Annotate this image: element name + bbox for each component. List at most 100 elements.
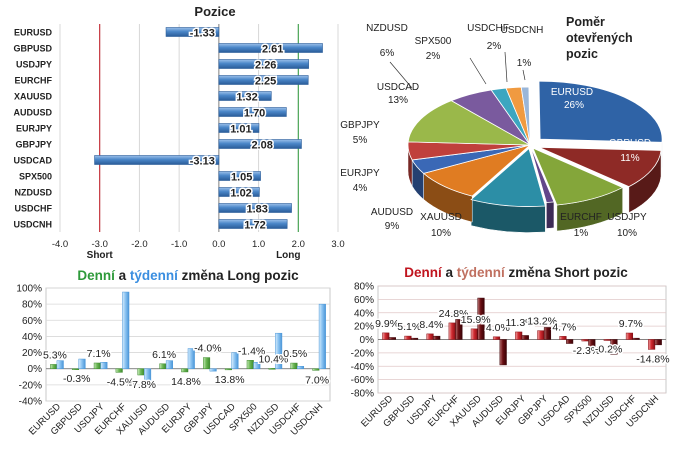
chart3-bar-weekly	[275, 332, 283, 369]
chart3-tick-label: -20%	[19, 380, 42, 391]
chart1-category-label: EURUSD	[14, 28, 53, 38]
chart4-bar-daily	[515, 331, 523, 340]
chart4-tick-label: -60%	[351, 375, 374, 386]
chart3-data-label: 6.1%	[152, 349, 176, 361]
chart4-title: Denní a týdenní změna Short pozic	[404, 265, 628, 280]
chart3-bar-weekly	[100, 362, 108, 369]
chart2-slice-pct: 11%	[620, 153, 639, 164]
chart1-tick-label: -2.0	[131, 239, 147, 250]
chart3-bar-weekly	[187, 348, 195, 369]
chart2-slice-name: USDCAD	[377, 82, 419, 93]
chart4-tick-label: 20%	[354, 322, 374, 333]
chart2-slice	[539, 146, 662, 188]
chart2-slice-name: USDCHF	[467, 23, 509, 34]
chart3-data-label: 0.5%	[283, 348, 307, 360]
chart2-leader-line	[504, 51, 508, 83]
chart4-bar-daily	[603, 339, 611, 341]
chart3-bar-daily	[115, 368, 123, 373]
chart3-title-part: a	[115, 268, 130, 283]
chart2-slice-pct: 26%	[564, 100, 584, 111]
chart1-title: Pozice	[194, 4, 235, 19]
chart4-data-label: 24.8%	[439, 308, 469, 320]
chart3-tick-label: 40%	[22, 332, 42, 343]
chart3-title: Denní a týdenní změna Long pozic	[77, 268, 299, 283]
chart2-slice-pct: 9%	[385, 221, 400, 232]
chart2-slice-pct: 10%	[617, 228, 637, 239]
chart3-bar-weekly	[318, 303, 326, 369]
chart1-bar	[218, 59, 309, 69]
chart3-data-label: 7.1%	[87, 348, 111, 360]
chart1-category-label: USDCHF	[15, 204, 53, 214]
chart4-tick-label: 60%	[354, 295, 374, 306]
chart1-bar	[218, 219, 288, 229]
chart4-bar-weekly	[433, 335, 441, 340]
chart1-tick-label: 2.0	[292, 239, 305, 250]
chart1-value-label: 1.72	[244, 220, 265, 232]
chart3-bar-daily	[93, 362, 101, 369]
chart3-bar-daily	[71, 368, 80, 370]
chart4-title-part: Denní	[404, 265, 443, 280]
chart4-title-part: změna Short pozic	[505, 265, 629, 280]
chart3-data-label: 14.8%	[171, 376, 201, 388]
chart1-bar	[165, 27, 220, 37]
chart1-bar	[218, 171, 261, 181]
chart4-bar-daily	[581, 339, 589, 342]
chart4-bar-weekly	[654, 339, 662, 346]
chart3-bar-weekly	[165, 360, 173, 369]
chart1-tick-label: 3.0	[331, 239, 344, 250]
chart4-data-label: -0.2%	[595, 344, 622, 356]
chart1-bar	[218, 123, 260, 133]
chart4-tick-label: 40%	[354, 308, 374, 319]
chart2-slice-name: XAUUSD	[420, 212, 462, 223]
chart2-slice	[520, 86, 531, 146]
chart2-slice-name: NZDUSD	[366, 23, 408, 34]
chart1-bar	[218, 75, 309, 85]
chart4-tick-label: 0%	[360, 335, 375, 346]
chart3-bar-weekly	[253, 362, 261, 369]
chart2-slice-name: AUDUSD	[371, 207, 413, 218]
chart2-slice	[538, 80, 663, 143]
chart4-bar-weekly	[499, 339, 507, 366]
chart3-bar-weekly	[56, 360, 64, 369]
chart4-bar-weekly	[632, 337, 640, 340]
chart1-category-label: AUDUSD	[13, 108, 52, 118]
chart2-slice-name: GBPJPY	[340, 120, 380, 131]
chart3-data-label: -0.3%	[63, 373, 90, 385]
chart1-value-label: 1.32	[236, 92, 257, 104]
chart4-data-label: 13.2%	[527, 316, 557, 328]
chart3-tick-label: -40%	[19, 397, 42, 408]
chart1-bar	[218, 139, 302, 149]
chart4-tick-label: -20%	[351, 348, 374, 359]
chart3-data-label: 10.4%	[258, 353, 288, 365]
chart3-data-label: -4.5%	[107, 376, 134, 388]
chart3-tick-label: 80%	[22, 300, 42, 311]
chart4-title-part: a	[442, 265, 457, 280]
chart1-value-label: 1.01	[230, 124, 251, 136]
chart1-category-label: USDCNH	[13, 220, 52, 230]
chart1-category-label: XAUUSD	[14, 92, 53, 102]
chart1-category-label: SPX500	[19, 172, 52, 182]
chart4-bar-weekly	[566, 339, 574, 344]
chart2-title: Poměr	[566, 15, 605, 29]
chart3-tick-label: 60%	[22, 316, 42, 327]
chart4-bar-daily	[448, 322, 456, 340]
chart4-bar-weekly	[521, 335, 529, 340]
chart3-title-part: Denní	[77, 268, 116, 283]
chart3-bar-weekly	[296, 366, 305, 369]
chart2-slice-name: GBPUSD	[609, 138, 651, 149]
chart1-value-label: 2.26	[255, 60, 276, 72]
chart4-data-label: -14.8%	[636, 353, 669, 365]
chart1-value-label: 2.08	[251, 140, 272, 152]
chart4-bar-weekly	[477, 297, 485, 340]
chart2-slice-pct: 1%	[574, 228, 589, 239]
chart3-tick-label: 20%	[22, 348, 42, 359]
chart3-bar-weekly	[144, 368, 152, 386]
chart3-bar-daily	[50, 364, 58, 369]
chart3-title-part: změna Long pozic	[178, 268, 299, 283]
chart3-data-label: -7.8%	[129, 379, 156, 391]
chart4-bar-daily	[382, 332, 390, 340]
chart3-data-label: -1.4%	[238, 345, 265, 357]
chart2-slice-pct: 2%	[487, 41, 502, 52]
chart1-category-label: EURJPY	[16, 124, 52, 134]
